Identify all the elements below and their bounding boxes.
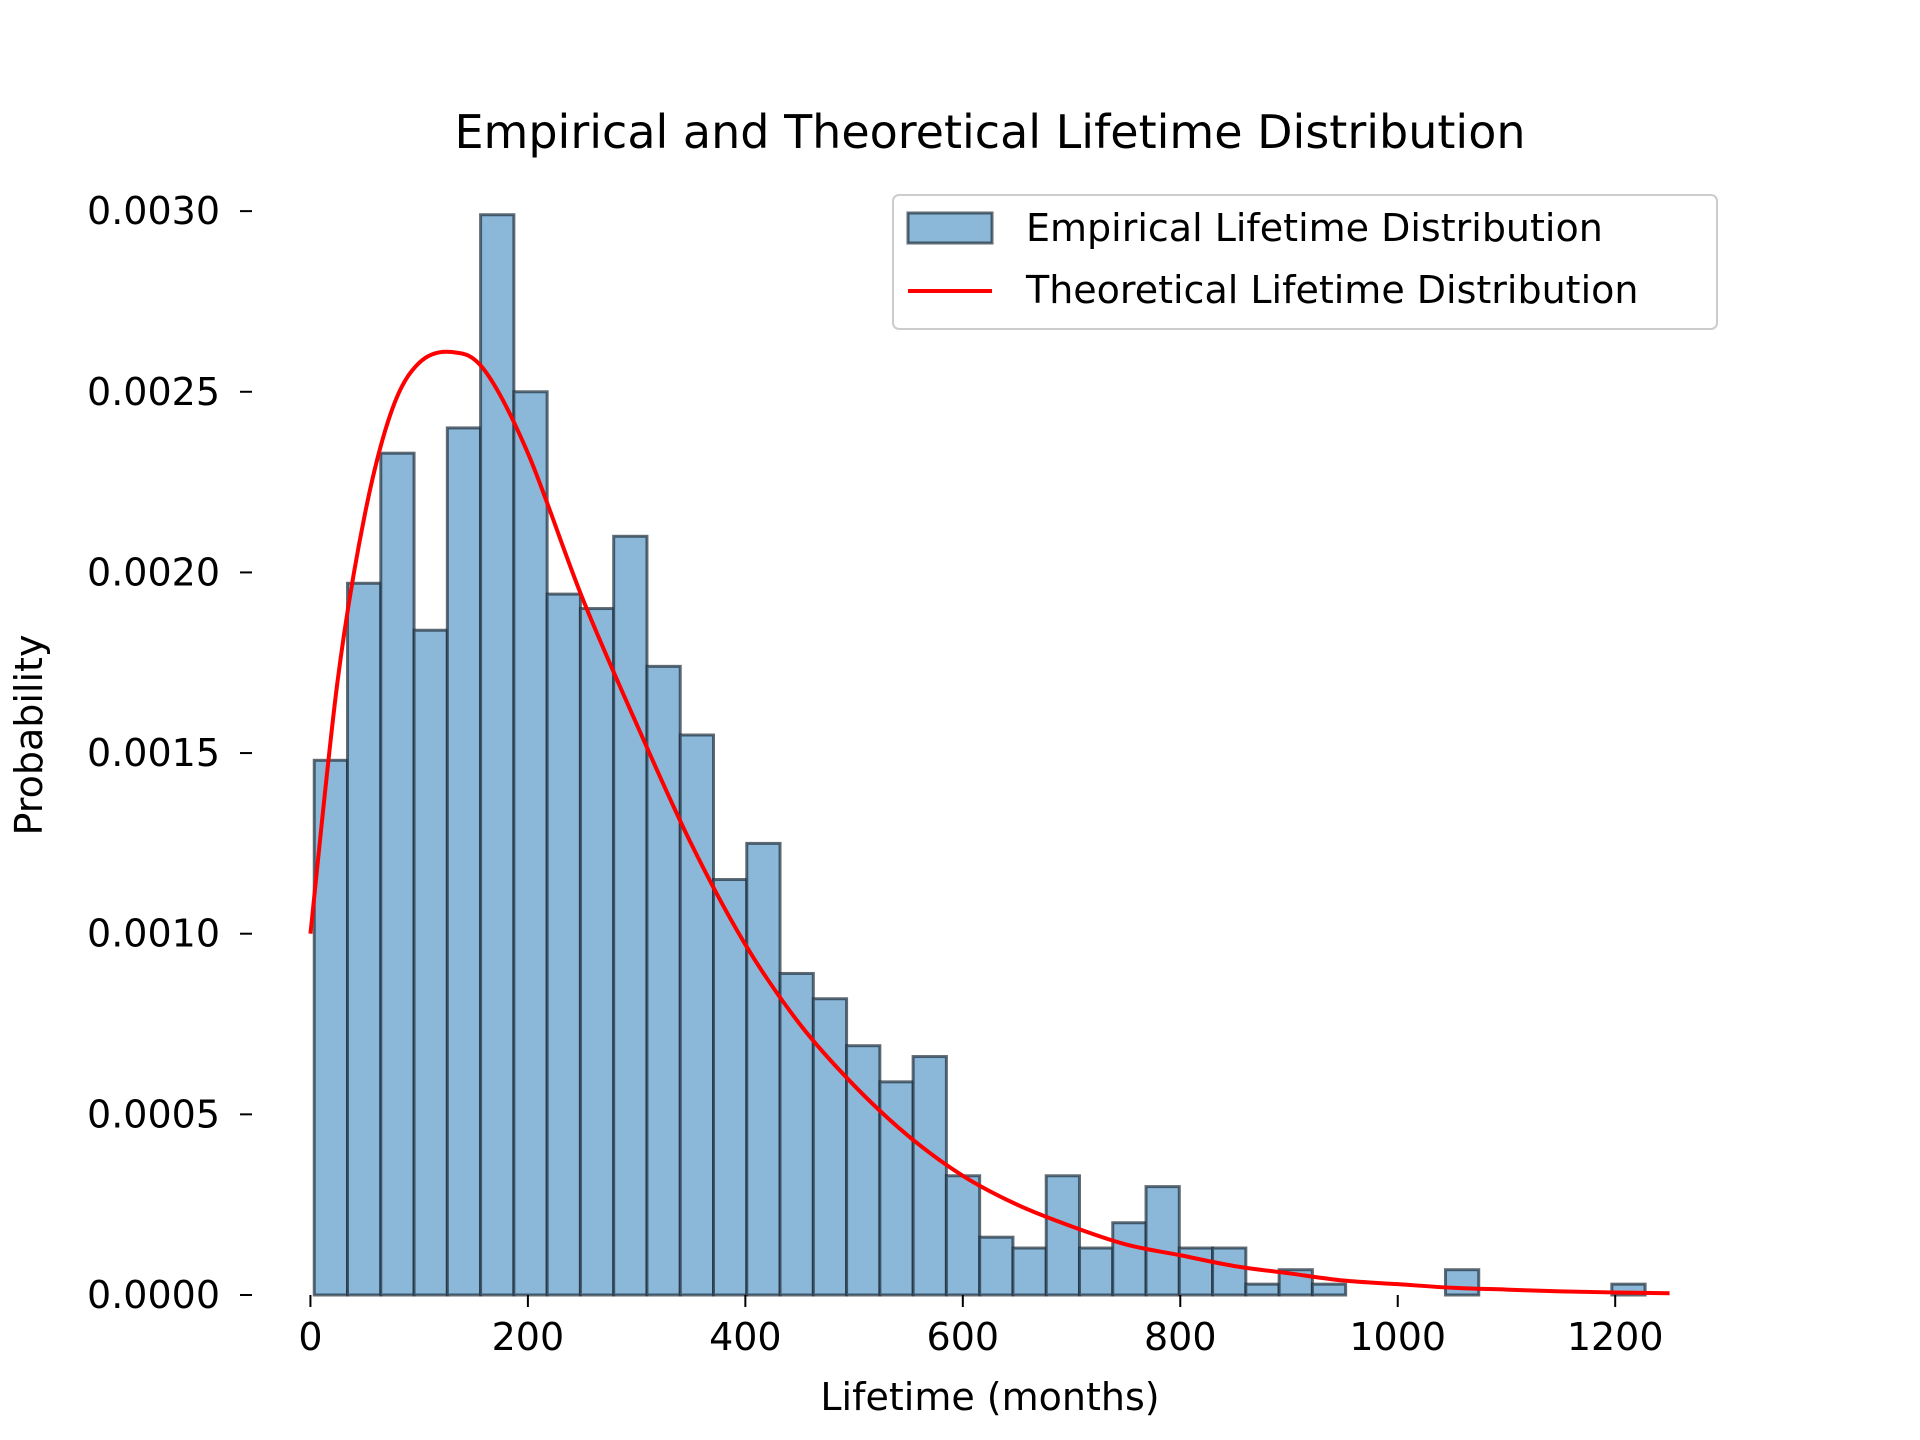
histogram-bar bbox=[944, 1174, 982, 1297]
histogram-bar bbox=[811, 997, 849, 1297]
histogram-bar bbox=[445, 426, 483, 1297]
y-tick-label: 0.0025 bbox=[87, 370, 220, 414]
histogram-bar bbox=[1211, 1246, 1248, 1297]
legend: Empirical Lifetime Distribution Theoreti… bbox=[892, 194, 1718, 330]
histogram-bars bbox=[312, 213, 1647, 1297]
histogram-bar bbox=[645, 664, 682, 1297]
histogram-bar bbox=[1443, 1268, 1481, 1297]
y-axis: 0.0000 0.0005 0.0010 0.0015 0.0020 0.0025 0.00… bbox=[87, 189, 252, 1317]
y-axis-label: Probability bbox=[7, 635, 51, 836]
y-tick-label: 0.0005 bbox=[87, 1092, 220, 1136]
histogram-bar bbox=[1144, 1185, 1181, 1297]
legend-swatch-empirical bbox=[906, 211, 994, 245]
histogram-bar bbox=[1244, 1282, 1281, 1297]
histogram-bar bbox=[745, 841, 782, 1297]
histogram-bar bbox=[911, 1055, 948, 1297]
histogram-bar bbox=[479, 213, 516, 1297]
histogram-bar bbox=[578, 607, 616, 1297]
histogram-bar bbox=[545, 592, 582, 1297]
x-tick-label: 800 bbox=[1144, 1315, 1217, 1359]
legend-frame bbox=[892, 194, 1718, 330]
histogram-bar bbox=[978, 1235, 1015, 1297]
y-tick-label: 0.0020 bbox=[87, 550, 220, 594]
y-tick-label: 0.0030 bbox=[87, 189, 220, 233]
histogram-bar bbox=[1610, 1282, 1647, 1297]
y-tick-label: 0.0000 bbox=[87, 1273, 220, 1317]
y-tick-label: 0.0015 bbox=[87, 731, 220, 775]
histogram-bar bbox=[1310, 1282, 1348, 1297]
x-tick-label: 0 bbox=[298, 1315, 322, 1359]
x-tick-label: 400 bbox=[709, 1315, 782, 1359]
histogram-bar bbox=[512, 390, 549, 1297]
histogram-bar bbox=[678, 733, 715, 1297]
legend-label-empirical: Empirical Lifetime Distribution bbox=[1026, 206, 1603, 250]
histogram-bar bbox=[412, 628, 449, 1297]
histogram-bar bbox=[1111, 1221, 1148, 1297]
x-axis-label: Lifetime (months) bbox=[820, 1375, 1159, 1419]
y-tick-label: 0.0010 bbox=[87, 912, 220, 956]
x-tick-label: 200 bbox=[492, 1315, 565, 1359]
x-tick-label: 600 bbox=[927, 1315, 1000, 1359]
histogram-bar bbox=[1077, 1246, 1115, 1297]
histogram-bar bbox=[711, 878, 749, 1297]
x-tick-label: 1000 bbox=[1349, 1315, 1446, 1359]
x-tick-label: 1200 bbox=[1567, 1315, 1664, 1359]
legend-label-theoretical: Theoretical Lifetime Distribution bbox=[1025, 268, 1638, 312]
histogram-bar bbox=[1044, 1174, 1081, 1297]
histogram-bar bbox=[845, 1044, 882, 1297]
x-axis: 0 200 400 600 800 1000 1200 bbox=[298, 1295, 1664, 1359]
theoretical-curve bbox=[308, 349, 1670, 1296]
histogram-bar bbox=[612, 534, 649, 1297]
histogram-bar bbox=[379, 451, 416, 1297]
histogram-bar bbox=[346, 581, 383, 1297]
chart-title: Empirical and Theoretical Lifetime Distr… bbox=[454, 105, 1525, 159]
histogram-bar bbox=[1011, 1246, 1048, 1297]
